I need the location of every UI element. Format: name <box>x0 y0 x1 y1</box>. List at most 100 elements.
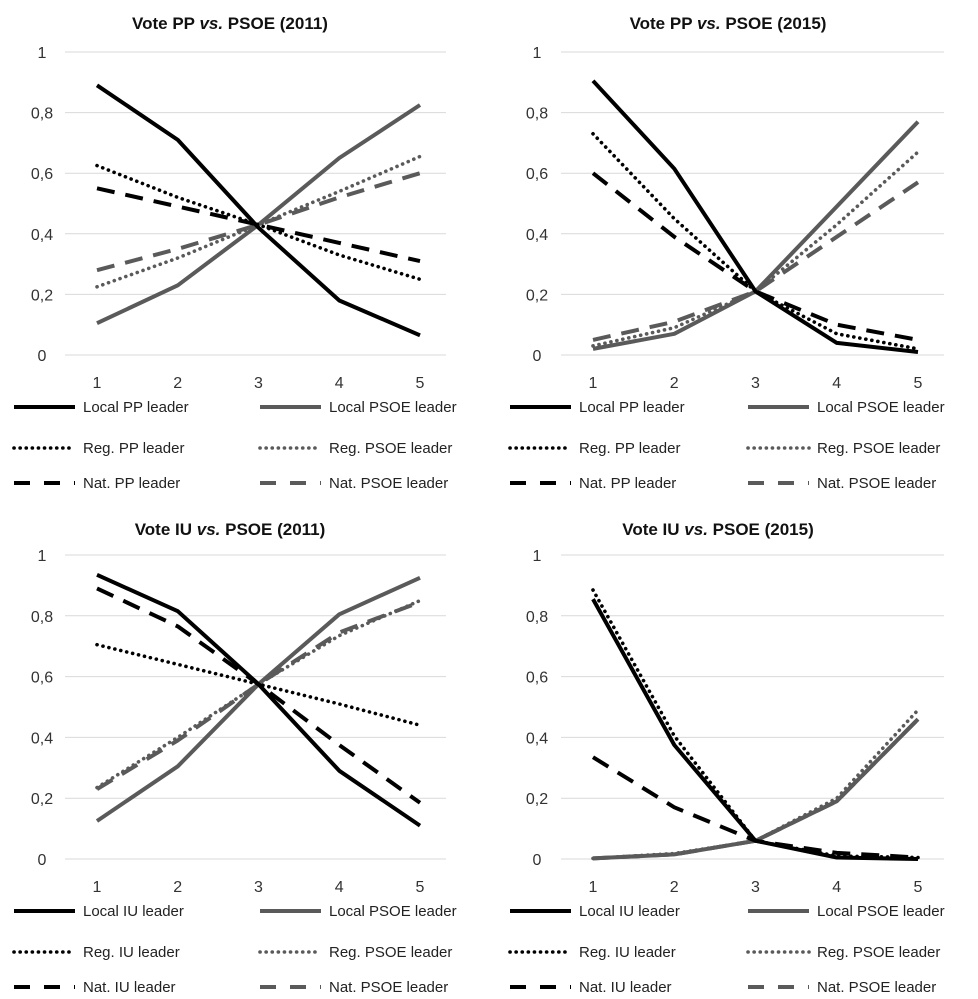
legend-label: Local PSOE leader <box>329 903 457 920</box>
series-line-nat-iu-leader <box>96 586 422 805</box>
y-tick-label: 1 <box>533 548 542 565</box>
y-tick-label: 0,2 <box>526 791 548 808</box>
legend-label: Nat. IU leader <box>579 979 672 996</box>
x-tick-label: 4 <box>335 375 344 392</box>
legend-label: Local IU leader <box>579 903 680 920</box>
y-tick-label: 0,6 <box>526 166 548 183</box>
y-tick-label: 0 <box>38 852 47 869</box>
series-line-local-iu-leader <box>591 598 919 861</box>
chart-panel-1: Vote PP vs. PSOE (2011) 0 0,2 0,4 0,6 0,8 1 1 2 3… <box>12 14 457 492</box>
chart-title-part: PSOE (2015) <box>721 14 827 33</box>
legend-label: Nat. IU leader <box>83 979 176 996</box>
series-line-reg-pp-leader <box>95 163 422 282</box>
x-tick-label: 4 <box>832 879 841 896</box>
x-tick-label: 3 <box>254 879 263 896</box>
y-tick-label: 0,8 <box>31 609 53 626</box>
x-tick-label: 5 <box>416 375 425 392</box>
y-tick-label: 1 <box>38 548 47 565</box>
chart-title: Vote IU vs. PSOE (2011) <box>135 520 326 539</box>
series-line-local-pp-leader <box>95 83 421 338</box>
y-tick-label: 0,8 <box>526 106 548 123</box>
legend-label: Reg. IU leader <box>83 944 180 961</box>
x-tick-label: 4 <box>832 375 841 392</box>
series-line-nat-psoe-leader <box>95 600 421 791</box>
legend-label: Reg. PSOE leader <box>817 944 940 961</box>
legend-label: Local PP leader <box>83 399 189 416</box>
y-tick-label: 0,2 <box>31 287 53 304</box>
x-tick-label: 1 <box>589 879 598 896</box>
y-tick-label: 0,6 <box>526 670 548 687</box>
series-line-reg-psoe-leader <box>591 708 920 861</box>
chart-title-part: Vote IU <box>622 520 684 539</box>
series-line-nat-pp-leader <box>591 171 919 342</box>
y-tick-label: 0,2 <box>526 287 548 304</box>
chart-title: Vote PP vs. PSOE (2015) <box>630 14 827 33</box>
legend-label: Local PSOE leader <box>817 903 945 920</box>
y-tick-label: 0,6 <box>31 670 53 687</box>
x-tick-label: 5 <box>416 879 425 896</box>
series-line-reg-iu-leader <box>591 588 920 860</box>
x-tick-label: 2 <box>173 375 182 392</box>
chart-panel-4: Vote IU vs. PSOE (2015) 0 0,2 0,4 0,6 0,8 1 1 2 3… <box>508 520 945 996</box>
x-tick-label: 2 <box>173 879 182 896</box>
y-tick-label: 0 <box>533 348 542 365</box>
x-tick-label: 5 <box>914 375 923 392</box>
y-tick-label: 0,8 <box>526 609 548 626</box>
series-line-local-psoe-leader <box>592 120 920 351</box>
chart-title-part: Vote IU <box>135 520 197 539</box>
legend-label: Local PSOE leader <box>817 399 945 416</box>
x-tick-label: 2 <box>670 879 679 896</box>
series-line-nat-psoe-leader <box>96 171 421 273</box>
chart-title-part: Vote PP <box>132 14 199 33</box>
legend-label: Nat. PP leader <box>83 475 180 492</box>
chart-title-part: PSOE (2011) <box>220 520 325 539</box>
x-tick-label: 5 <box>914 879 923 896</box>
legend-label: Reg. PP leader <box>579 440 680 457</box>
series-line-reg-pp-leader <box>591 132 920 351</box>
chart-title-italic: vs. <box>199 14 223 33</box>
series-line-nat-iu-leader <box>591 755 919 860</box>
x-tick-label: 3 <box>751 879 760 896</box>
chart-title-italic: vs. <box>684 520 708 539</box>
y-tick-label: 0,4 <box>31 227 53 244</box>
legend-label: Local PP leader <box>579 399 685 416</box>
y-tick-label: 0,4 <box>31 730 53 747</box>
series-line-reg-psoe-leader <box>95 598 422 790</box>
legend-label: Reg. PSOE leader <box>817 440 940 457</box>
series-line-reg-psoe-leader <box>591 150 920 348</box>
series-line-local-psoe-leader <box>96 103 422 326</box>
legend-label: Reg. IU leader <box>579 944 676 961</box>
chart-panel-3: Vote IU vs. PSOE (2011) 0 0,2 0,4 0,6 0,8 1 1 2 3… <box>12 520 457 996</box>
x-tick-label: 1 <box>93 375 102 392</box>
chart-title-italic: vs. <box>697 14 721 33</box>
chart-title-part: PSOE (2015) <box>708 520 814 539</box>
y-tick-label: 0,4 <box>526 227 548 244</box>
y-tick-label: 1 <box>38 45 47 62</box>
chart-title-part: Vote PP <box>630 14 697 33</box>
legend-label: Nat. PSOE leader <box>817 979 936 996</box>
y-tick-label: 0,6 <box>31 166 53 183</box>
legend-label: Nat. PP leader <box>579 475 676 492</box>
series-line-nat-pp-leader <box>96 186 421 264</box>
x-tick-label: 4 <box>335 879 344 896</box>
x-tick-label: 3 <box>254 375 263 392</box>
legend-label: Nat. PSOE leader <box>329 979 448 996</box>
x-tick-label: 1 <box>93 879 102 896</box>
x-tick-label: 1 <box>589 375 598 392</box>
legend-label: Nat. PSOE leader <box>329 475 448 492</box>
chart-title-italic: vs. <box>197 520 221 539</box>
chart-title: Vote PP vs. PSOE (2011) <box>132 14 328 33</box>
y-tick-label: 1 <box>533 45 542 62</box>
y-tick-label: 0,8 <box>31 106 53 123</box>
y-tick-label: 0,4 <box>526 730 548 747</box>
x-tick-label: 2 <box>670 375 679 392</box>
chart-title: Vote IU vs. PSOE (2015) <box>622 520 814 539</box>
series-line-local-psoe-leader <box>95 575 421 823</box>
legend-label: Reg. PP leader <box>83 440 184 457</box>
x-tick-label: 3 <box>751 375 760 392</box>
series-line-nat-psoe-leader <box>592 717 920 861</box>
legend-label: Local IU leader <box>83 903 184 920</box>
legend-label: Reg. PSOE leader <box>329 944 452 961</box>
chart-panel-2: Vote PP vs. PSOE (2015) 0 0,2 0,4 0,6 0,8 1 1 2 3… <box>508 14 945 492</box>
